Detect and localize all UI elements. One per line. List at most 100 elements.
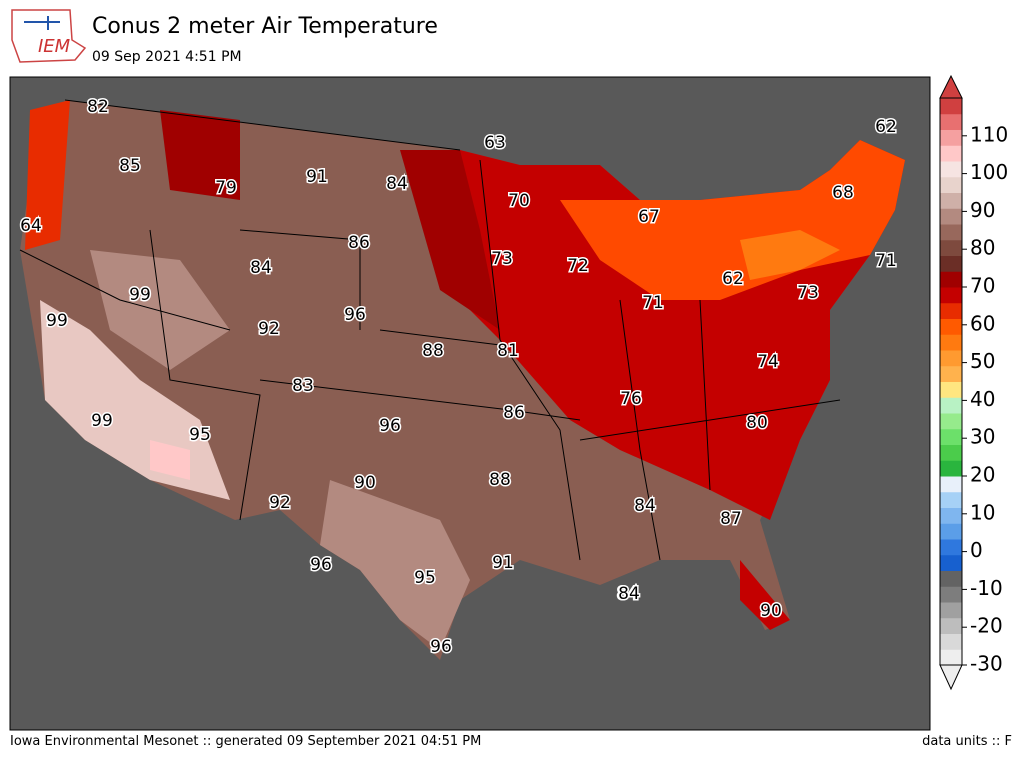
contour-label: 71 [642,293,664,313]
contour-label: 91 [306,167,328,187]
contour-label: 90 [354,473,376,493]
colorbar-tick-label: 30 [970,425,995,449]
colorbar-bin [940,649,962,666]
colorbar-bin [940,570,962,587]
colorbar-tick-label: 20 [970,463,995,487]
contour-label: 84 [250,258,272,278]
colorbar-bin [940,302,962,319]
contour-label: 99 [46,311,68,331]
contour-label: 96 [379,416,401,436]
colorbar-bin [940,318,962,335]
colorbar-bin [940,413,962,430]
colorbar-tick-label: 80 [970,236,995,260]
colorbar-tick-label: 70 [970,274,995,298]
colorbar-bin [940,428,962,445]
colorbar-arrow-top [939,74,963,99]
footer-left: Iowa Environmental Mesonet :: generated … [10,734,481,749]
colorbar-bin [940,287,962,304]
colorbar-bin [940,334,962,351]
colorbar-bin [940,145,962,162]
contour-label: 72 [567,256,589,276]
contour-label: 64 [20,216,42,236]
contour-label: 76 [620,389,642,409]
contour-label: 80 [746,413,768,433]
colorbar-bin [940,98,962,115]
contour-label: 84 [386,174,408,194]
colorbar-bin [940,255,962,272]
temperature-field [20,100,905,660]
contour-label: 73 [491,249,513,269]
contour-label: 68 [832,183,854,203]
colorbar-tick-label: 100 [970,160,1008,184]
contour-label: 99 [129,285,151,305]
contour-label: 99 [91,411,113,431]
colorbar-bin [940,365,962,382]
contour-label: 96 [310,555,332,575]
contour-label: 86 [348,233,370,253]
contour-label: 70 [508,191,530,211]
colorbar-bin [940,617,962,634]
colorbar-bin [940,491,962,508]
contour-label: 84 [634,496,656,516]
contour-label: 88 [489,470,511,490]
colorbar-bin [940,381,962,398]
contour-label: 63 [484,133,506,153]
logo-text: IEM [38,36,71,57]
colorbar-bin [940,444,962,461]
colorbar-tick-label: 50 [970,349,995,373]
contour-label: 86 [503,403,525,423]
colorbar-bin [940,224,962,241]
colorbar-bin [940,397,962,414]
colorbar-bin [940,176,962,193]
colorbar-tick-label: -20 [970,614,1003,638]
contour-label: 62 [875,117,897,137]
contour-label: 85 [119,156,141,176]
subtitle: 09 Sep 2021 4:51 PM [92,49,242,65]
contour-label: 82 [87,97,109,117]
colorbar-tick-label: 40 [970,387,995,411]
contour-label: 92 [258,319,280,339]
contour-label: 84 [618,584,640,604]
contour-label: 96 [430,637,452,657]
colorbar-tick-label: 0 [970,538,983,562]
colorbar-bin [940,192,962,209]
contour-label: 91 [492,553,514,573]
colorbar-bin [940,239,962,256]
colorbar-frame [939,97,963,666]
contour-label: 95 [414,568,436,588]
colorbar-bin [940,208,962,225]
contour-label: 71 [875,251,897,271]
colorbar-bin [940,554,962,571]
colorbar-bin [940,113,962,130]
contour-label: 87 [720,509,742,529]
contour-label: 79 [215,178,237,198]
contour-label: 67 [638,207,660,227]
colorbar-tick-label: 110 [970,122,1008,146]
contour-label: 83 [292,376,314,396]
colorbar-bin [940,161,962,178]
colorbar-bin [940,539,962,556]
colorbar-bin [940,633,962,650]
contour-label: 88 [422,341,444,361]
colorbar-bin [940,460,962,477]
colorbar-tick-label: 10 [970,500,995,524]
colorbar-bin [940,350,962,367]
state-borders [19,99,841,561]
contour-label: 84 [617,584,639,604]
colorbar-bin [940,129,962,146]
colorbar-arrow-bottom [939,664,963,691]
contour-label: 90 [760,601,782,621]
contour-label: 92 [269,493,291,513]
contour-label: 74 [757,352,779,372]
colorbar-bin [940,476,962,493]
colorbar-bin [940,507,962,524]
title: Conus 2 meter Air Temperature [92,14,438,39]
colorbar-bin [940,271,962,288]
colorbar-bin [940,586,962,603]
contour-label: 96 [344,305,366,325]
colorbar-bin [940,602,962,619]
colorbar-tick-label: -10 [970,576,1003,600]
contour-label: 73 [797,283,819,303]
